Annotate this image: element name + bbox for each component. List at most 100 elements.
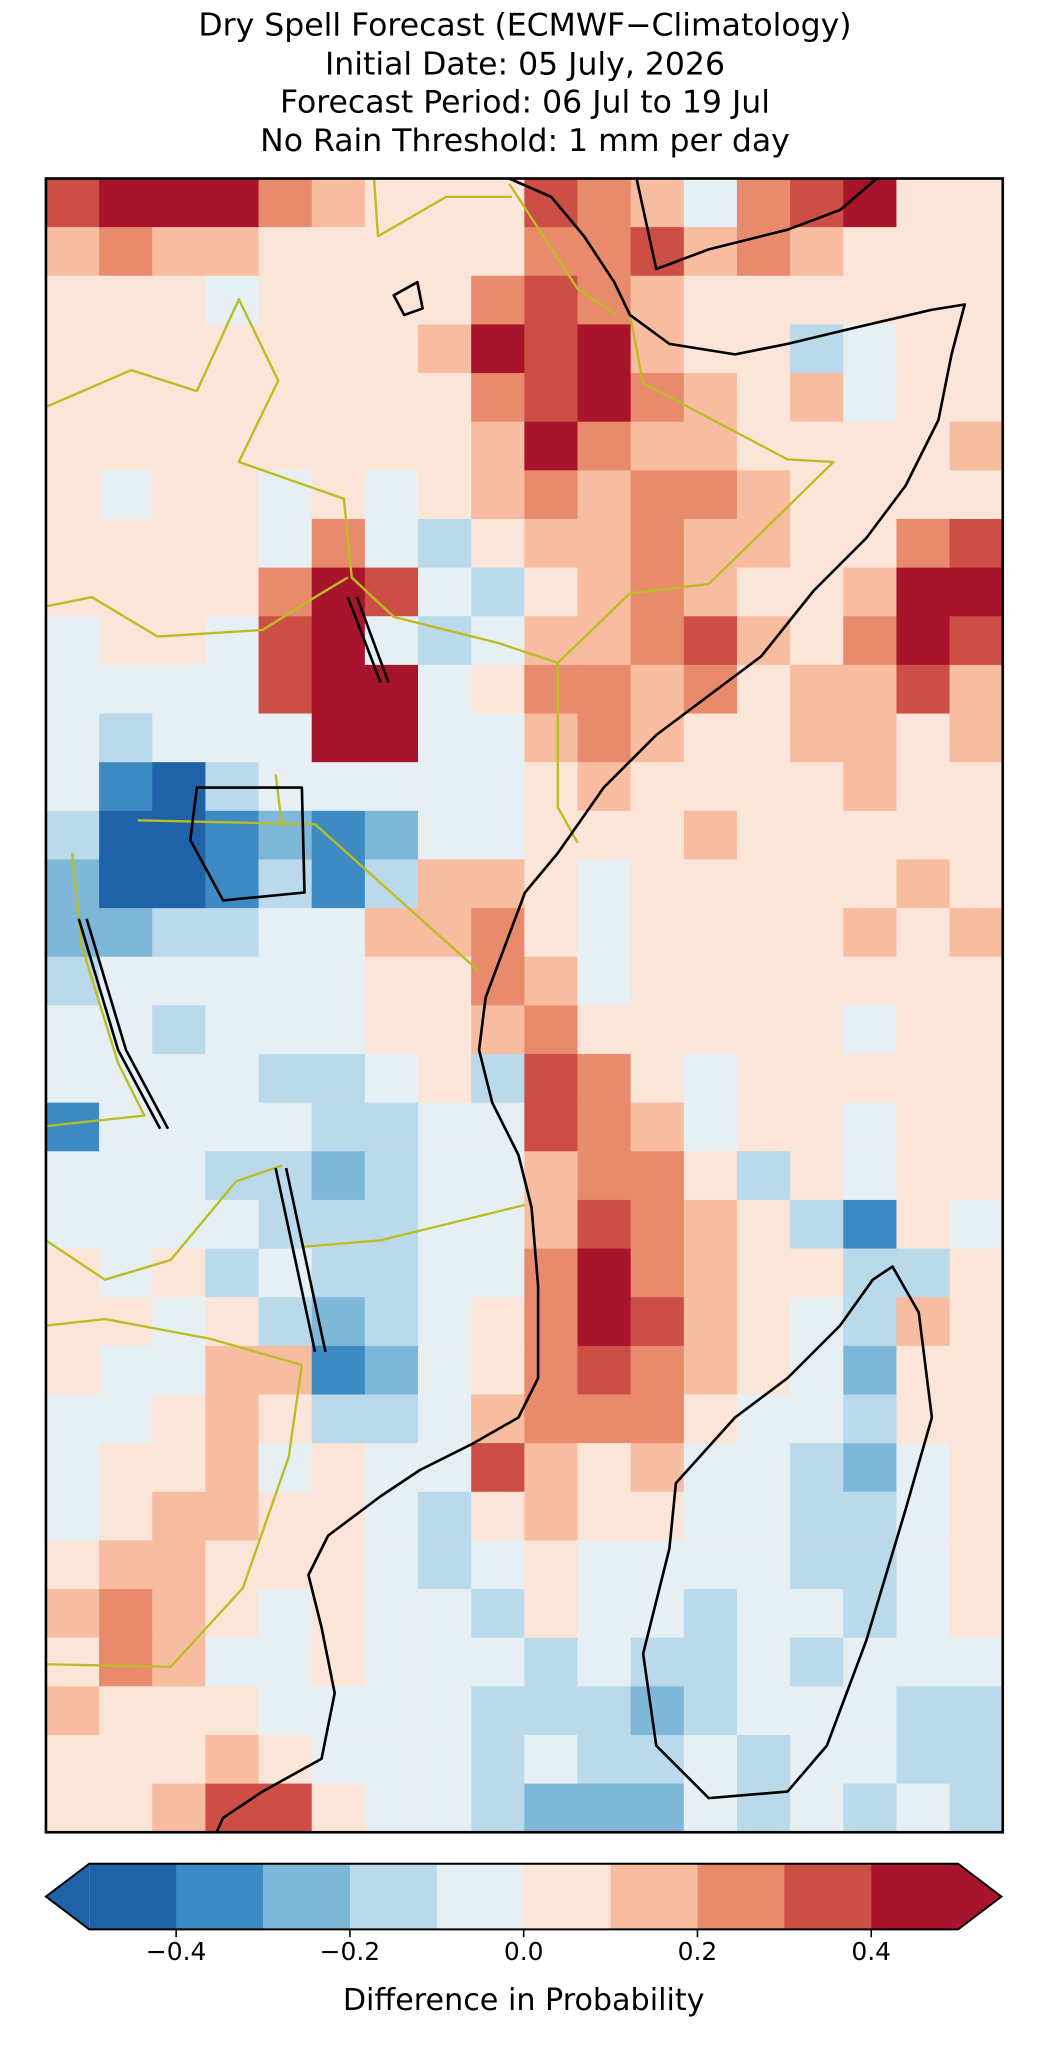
lake <box>346 596 390 683</box>
grid-cell <box>258 518 313 569</box>
grid-cell <box>577 1443 632 1493</box>
grid-cell <box>205 470 260 520</box>
grid-cell <box>949 421 1003 471</box>
colorbar-tick-label: −0.4 <box>146 1937 207 1966</box>
grid-cell <box>99 421 153 471</box>
grid-cell <box>577 1394 632 1444</box>
grid-cell <box>418 1394 472 1444</box>
grid-cell <box>99 1394 153 1444</box>
grid-cell <box>630 1394 685 1444</box>
grid-cell <box>683 421 738 471</box>
grid-cell <box>577 1589 632 1639</box>
grid-cell <box>418 178 472 228</box>
grid-cell <box>790 421 844 471</box>
grid-cell <box>683 1540 738 1590</box>
grid-cell <box>630 1248 685 1298</box>
grid-cell <box>45 1054 100 1104</box>
grid-cell <box>843 1005 898 1055</box>
grid-cell <box>790 664 844 715</box>
grid-cell <box>843 1151 898 1201</box>
grid-cell <box>311 567 366 617</box>
grid-cell <box>896 1394 951 1444</box>
grid-cell <box>524 1540 579 1590</box>
grid-cell <box>311 1637 366 1687</box>
grid-cell <box>258 567 313 617</box>
plot-root: Dry Spell Forecast (ECMWF−Climatology) I… <box>44 7 1005 2018</box>
grid-cell <box>683 713 738 763</box>
grid-cell <box>99 324 153 374</box>
grid-cell <box>630 810 685 861</box>
grid-cell <box>311 713 366 763</box>
grid-cell <box>364 567 419 617</box>
grid-cell <box>311 1005 366 1055</box>
grid-cell <box>524 664 579 715</box>
grid-cell <box>471 275 525 326</box>
grid-cell <box>843 421 898 471</box>
grid-cell <box>45 664 100 715</box>
grid-cell <box>45 1005 100 1055</box>
grid-cell <box>896 859 951 909</box>
grid-cell <box>311 1443 366 1493</box>
grid-cell <box>683 762 738 812</box>
grid-cell <box>152 178 207 228</box>
grid-cell <box>630 859 685 909</box>
grid-cell <box>258 1589 313 1639</box>
grid-cell <box>630 470 685 520</box>
grid-cell <box>99 713 153 763</box>
grid-cell <box>577 908 632 958</box>
grid-cell <box>205 275 260 326</box>
grid-cell <box>843 1783 898 1833</box>
title-line: No Rain Threshold: 1 mm per day <box>260 123 790 159</box>
grid-cell <box>418 1102 472 1152</box>
grid-cell <box>896 1151 951 1201</box>
grid-cell <box>418 275 472 326</box>
grid-cell <box>736 1686 791 1736</box>
grid-cell <box>311 470 366 520</box>
grid-cell <box>577 664 632 715</box>
grid-cell <box>790 908 844 958</box>
grid-cell <box>45 567 100 617</box>
grid-cell <box>311 1491 366 1542</box>
grid-cell <box>311 810 366 861</box>
grid-cell <box>790 810 844 861</box>
grid-cell <box>524 1102 579 1152</box>
grid-cell <box>683 1248 738 1298</box>
grid-cell <box>418 1540 472 1590</box>
grid-cell <box>524 470 579 520</box>
grid-cell <box>524 1734 579 1785</box>
grid-cell <box>790 616 844 666</box>
grid-cell <box>736 908 791 958</box>
grid-cell <box>364 1443 419 1493</box>
grid-cell <box>258 227 313 277</box>
country-border <box>45 1164 526 1281</box>
grid-cell <box>152 1345 207 1396</box>
grid-cell <box>790 1589 844 1639</box>
grid-cell <box>471 1491 525 1542</box>
grid-cell <box>896 1297 951 1347</box>
grid-cell <box>364 810 419 861</box>
grid-cell <box>524 1248 579 1298</box>
grid-cell <box>45 810 100 861</box>
grid-cell <box>258 1054 313 1104</box>
grid-cell <box>258 275 313 326</box>
colorbar-tick-label: 0.2 <box>678 1937 718 1966</box>
grid-cell <box>258 1248 313 1298</box>
grid-cell <box>949 616 1003 666</box>
grid-cell <box>99 810 153 861</box>
grid-cell <box>630 275 685 326</box>
grid-cell <box>364 713 419 763</box>
grid-cell <box>205 518 260 569</box>
grid-cell <box>364 275 419 326</box>
grid-cell <box>45 1394 100 1444</box>
grid-cell <box>896 324 951 374</box>
grid-cell <box>99 1637 153 1687</box>
grid-cell <box>364 421 419 471</box>
grid-cell <box>949 1054 1003 1104</box>
grid-cell <box>683 373 738 423</box>
grid-cell <box>152 1686 207 1736</box>
grid-cell <box>152 518 207 569</box>
grid-cell <box>736 1151 791 1201</box>
grid-cell <box>364 1637 419 1687</box>
grid-cell <box>45 1686 100 1736</box>
grid-cell <box>736 1248 791 1298</box>
